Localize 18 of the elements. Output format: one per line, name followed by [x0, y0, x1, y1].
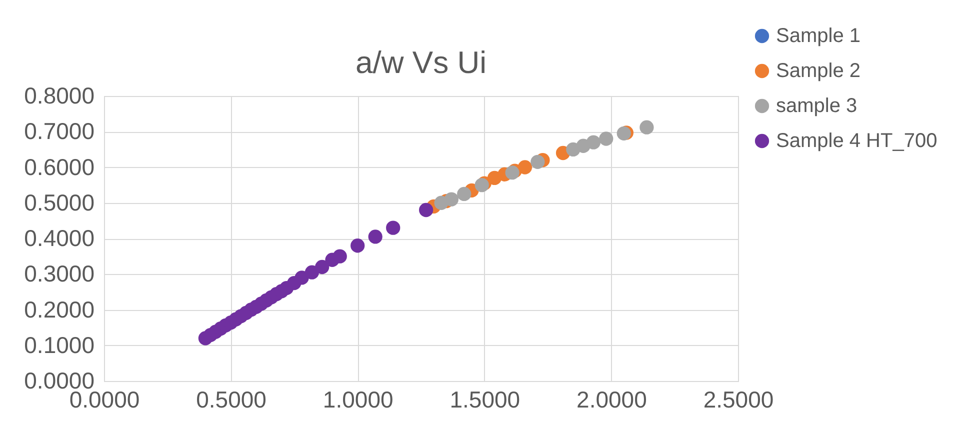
x-tick-label: 1.0000 [322, 386, 394, 412]
y-tick-label: 0.4000 [24, 225, 94, 251]
legend-label: sample 3 [776, 95, 858, 117]
y-tick-label: 0.7000 [24, 118, 94, 144]
legend-label: Sample 2 [776, 60, 860, 82]
chart-title: a/w Vs Ui [356, 45, 486, 80]
x-tick-label: 2.0000 [576, 386, 647, 412]
legend-label: Sample 1 [776, 25, 860, 47]
y-tick-label: 0.5000 [24, 189, 94, 216]
legend-label: Sample 4 HT_700 [776, 130, 938, 152]
x-tick-label: 2.5000 [703, 386, 774, 412]
y-tick-label: 0.2000 [24, 296, 94, 322]
y-tick-label: 0.6000 [24, 154, 94, 180]
x-tick-label: 1.5000 [450, 386, 520, 412]
y-tick-label: 0.8000 [24, 82, 94, 108]
y-tick-label: 0.1000 [24, 332, 94, 358]
y-tick-label: 0.3000 [24, 260, 94, 287]
x-tick-label: 0.5000 [196, 386, 266, 412]
